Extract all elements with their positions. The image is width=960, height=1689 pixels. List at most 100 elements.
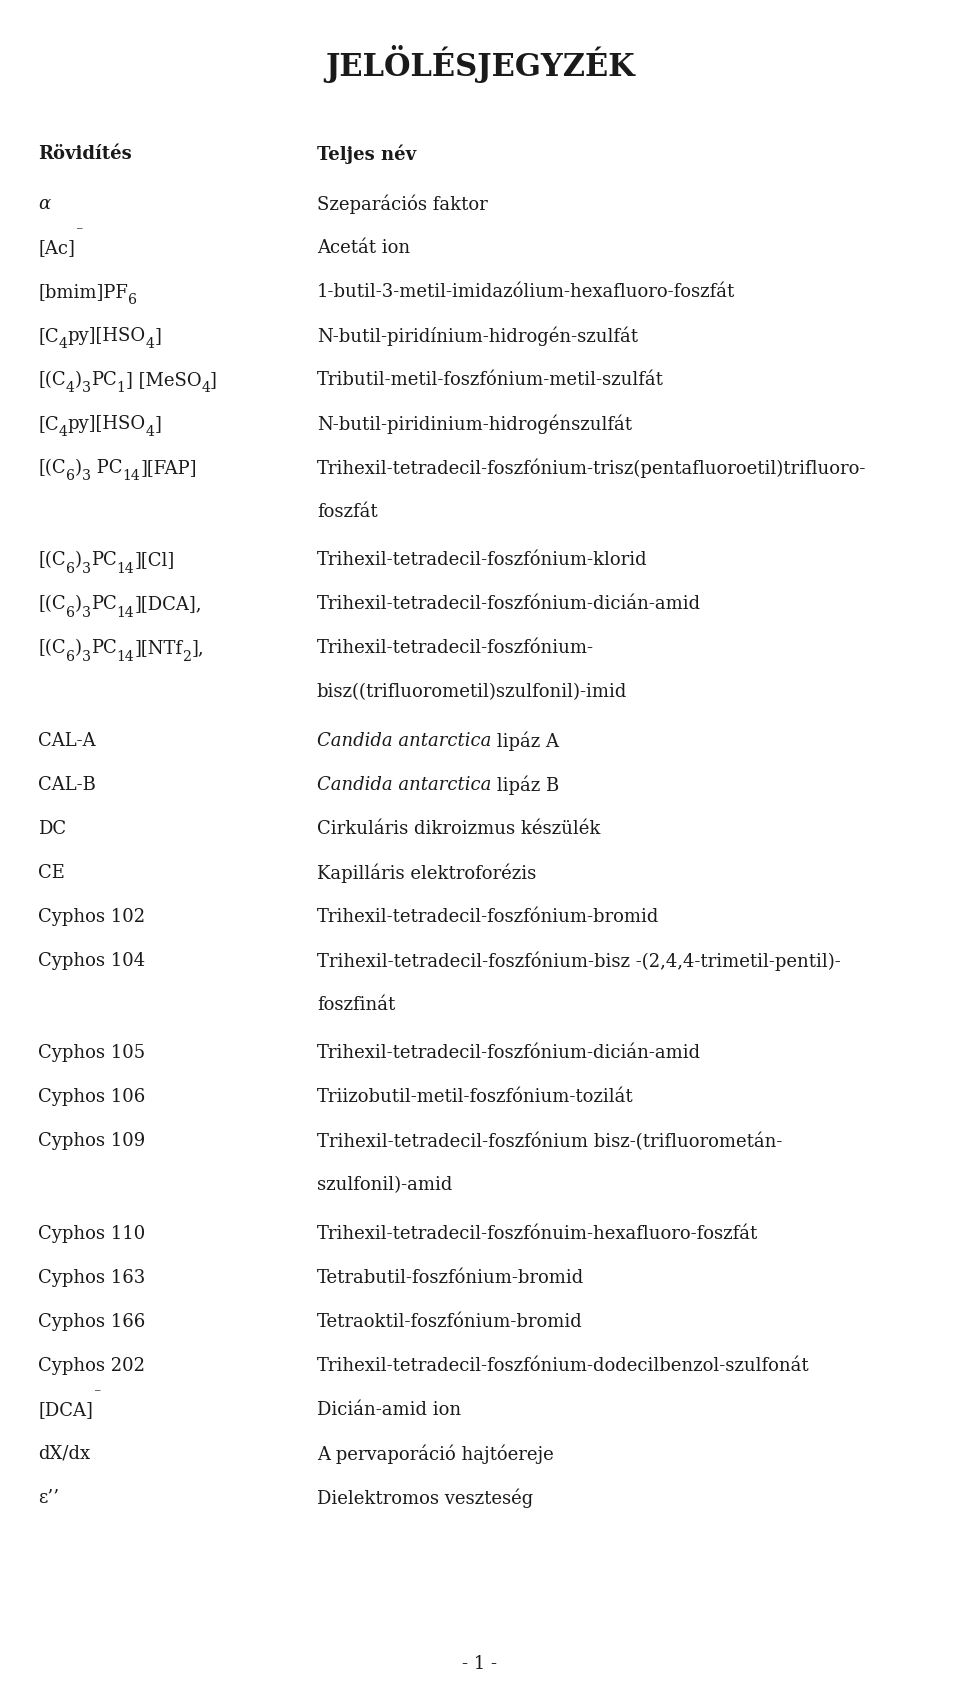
Text: Cyphos 202: Cyphos 202 <box>38 1356 145 1373</box>
Text: bisz((trifluorometil)szulfonil)-imid: bisz((trifluorometil)szulfonil)-imid <box>317 682 627 701</box>
Text: Candida antarctica: Candida antarctica <box>317 775 492 794</box>
Text: 4: 4 <box>202 382 210 395</box>
Text: 2: 2 <box>182 649 192 664</box>
Text: ): ) <box>75 595 82 613</box>
Text: Cyphos 163: Cyphos 163 <box>38 1268 146 1285</box>
Text: 4: 4 <box>59 336 68 351</box>
Text: foszfát: foszfát <box>317 503 377 520</box>
Text: [(C: [(C <box>38 459 66 476</box>
Text: Tributil-metil-foszfónium-metil-szulfát: Tributil-metil-foszfónium-metil-szulfát <box>317 372 663 388</box>
Text: ε’’: ε’’ <box>38 1488 60 1505</box>
Text: [Ac]: [Ac] <box>38 238 75 257</box>
Text: Cirkuláris dikroizmus készülék: Cirkuláris dikroizmus készülék <box>317 819 600 838</box>
Text: ]: ] <box>155 415 162 432</box>
Text: [C: [C <box>38 326 59 345</box>
Text: 14: 14 <box>123 470 140 483</box>
Text: [DCA]: [DCA] <box>38 1400 93 1417</box>
Text: [(C: [(C <box>38 638 66 657</box>
Text: PC: PC <box>91 551 117 569</box>
Text: 3: 3 <box>82 561 91 576</box>
Text: Candida antarctica: Candida antarctica <box>317 731 492 750</box>
Text: 6: 6 <box>129 292 137 307</box>
Text: 3: 3 <box>82 382 91 395</box>
Text: 6: 6 <box>66 470 75 483</box>
Text: ⁻: ⁻ <box>75 225 83 240</box>
Text: szulfonil)-amid: szulfonil)-amid <box>317 1176 452 1194</box>
Text: CAL-A: CAL-A <box>38 731 96 750</box>
Text: 3: 3 <box>82 470 91 483</box>
Text: [(C: [(C <box>38 551 66 569</box>
Text: CAL-B: CAL-B <box>38 775 96 794</box>
Text: Cyphos 105: Cyphos 105 <box>38 1044 146 1062</box>
Text: [bmim]PF: [bmim]PF <box>38 282 129 301</box>
Text: py][HSO: py][HSO <box>68 326 146 345</box>
Text: Cyphos 109: Cyphos 109 <box>38 1132 146 1150</box>
Text: Cyphos 166: Cyphos 166 <box>38 1312 146 1329</box>
Text: Trihexil-tetradecil-foszfónium-: Trihexil-tetradecil-foszfónium- <box>317 638 594 657</box>
Text: Trihexil-tetradecil-foszfónium-dicián-amid: Trihexil-tetradecil-foszfónium-dicián-am… <box>317 1044 701 1062</box>
Text: Tetraoktil-foszfónium-bromid: Tetraoktil-foszfónium-bromid <box>317 1312 583 1329</box>
Text: py][HSO: py][HSO <box>68 415 146 432</box>
Text: Trihexil-tetradecil-foszfónium-bromid: Trihexil-tetradecil-foszfónium-bromid <box>317 907 660 926</box>
Text: Tetrabutil-foszfónium-bromid: Tetrabutil-foszfónium-bromid <box>317 1268 584 1285</box>
Text: ⁻: ⁻ <box>93 1387 101 1400</box>
Text: Cyphos 104: Cyphos 104 <box>38 951 146 969</box>
Text: PC: PC <box>91 595 117 613</box>
Text: 4: 4 <box>146 336 155 351</box>
Text: ): ) <box>75 459 82 476</box>
Text: 4: 4 <box>59 426 68 439</box>
Text: Kapilláris elektroforézis: Kapilláris elektroforézis <box>317 863 536 883</box>
Text: 3: 3 <box>82 605 91 620</box>
Text: lipáz B: lipáz B <box>492 775 560 796</box>
Text: ],: ], <box>192 638 204 657</box>
Text: PC: PC <box>91 372 117 388</box>
Text: 6: 6 <box>66 605 75 620</box>
Text: Trihexil-tetradecil-foszfónium-dodecilbenzol-szulfonát: Trihexil-tetradecil-foszfónium-dodecilbe… <box>317 1356 809 1373</box>
Text: 14: 14 <box>117 649 134 664</box>
Text: ]: ] <box>210 372 217 388</box>
Text: 6: 6 <box>66 649 75 664</box>
Text: 4: 4 <box>146 426 155 439</box>
Text: JELÖLÉSJEGYZÉK: JELÖLÉSJEGYZÉK <box>325 46 635 83</box>
Text: foszfinát: foszfinát <box>317 995 396 1013</box>
Text: PC: PC <box>91 638 117 657</box>
Text: [(C: [(C <box>38 372 66 388</box>
Text: Cyphos 102: Cyphos 102 <box>38 907 146 926</box>
Text: Trihexil-tetradecil-foszfónium bisz-(trifluorometán-: Trihexil-tetradecil-foszfónium bisz-(tri… <box>317 1132 782 1150</box>
Text: α: α <box>38 194 51 213</box>
Text: Teljes név: Teljes név <box>317 145 416 164</box>
Text: ][Cl]: ][Cl] <box>134 551 175 569</box>
Text: Acetát ion: Acetát ion <box>317 238 410 257</box>
Text: DC: DC <box>38 819 66 838</box>
Text: Cyphos 106: Cyphos 106 <box>38 1088 146 1106</box>
Text: Rövidítés: Rövidítés <box>38 145 132 162</box>
Text: lipáz A: lipáz A <box>492 731 559 752</box>
Text: Trihexil-tetradecil-foszfónium-bisz -(2,4,4-trimetil-pentil)-: Trihexil-tetradecil-foszfónium-bisz -(2,… <box>317 951 841 971</box>
Text: 1: 1 <box>117 382 126 395</box>
Text: N-butil-piridinium-hidrogénszulfát: N-butil-piridinium-hidrogénszulfát <box>317 415 632 434</box>
Text: ): ) <box>75 551 82 569</box>
Text: Trihexil-tetradecil-foszfónium-dicián-amid: Trihexil-tetradecil-foszfónium-dicián-am… <box>317 595 701 613</box>
Text: Dielektromos veszteség: Dielektromos veszteség <box>317 1488 533 1507</box>
Text: - 1 -: - 1 - <box>463 1654 497 1672</box>
Text: [(C: [(C <box>38 595 66 613</box>
Text: 6: 6 <box>66 561 75 576</box>
Text: 14: 14 <box>117 561 134 576</box>
Text: ][FAP]: ][FAP] <box>140 459 197 476</box>
Text: ][NTf: ][NTf <box>134 638 182 657</box>
Text: Dicián-amid ion: Dicián-amid ion <box>317 1400 461 1417</box>
Text: 14: 14 <box>117 605 134 620</box>
Text: 3: 3 <box>82 649 91 664</box>
Text: Cyphos 110: Cyphos 110 <box>38 1225 146 1241</box>
Text: ][DCA],: ][DCA], <box>134 595 202 613</box>
Text: 1-butil-3-metil-imidazólium-hexafluoro-foszfát: 1-butil-3-metil-imidazólium-hexafluoro-f… <box>317 282 735 301</box>
Text: CE: CE <box>38 863 65 882</box>
Text: dX/dx: dX/dx <box>38 1444 90 1461</box>
Text: N-butil-piridínium-hidrogén-szulfát: N-butil-piridínium-hidrogén-szulfát <box>317 326 637 346</box>
Text: Trihexil-tetradecil-foszfónium-klorid: Trihexil-tetradecil-foszfónium-klorid <box>317 551 647 569</box>
Text: ] [MeSO: ] [MeSO <box>126 372 202 388</box>
Text: ): ) <box>75 372 82 388</box>
Text: ): ) <box>75 638 82 657</box>
Text: A pervaporáció hajtóereje: A pervaporáció hajtóereje <box>317 1444 554 1463</box>
Text: PC: PC <box>91 459 123 476</box>
